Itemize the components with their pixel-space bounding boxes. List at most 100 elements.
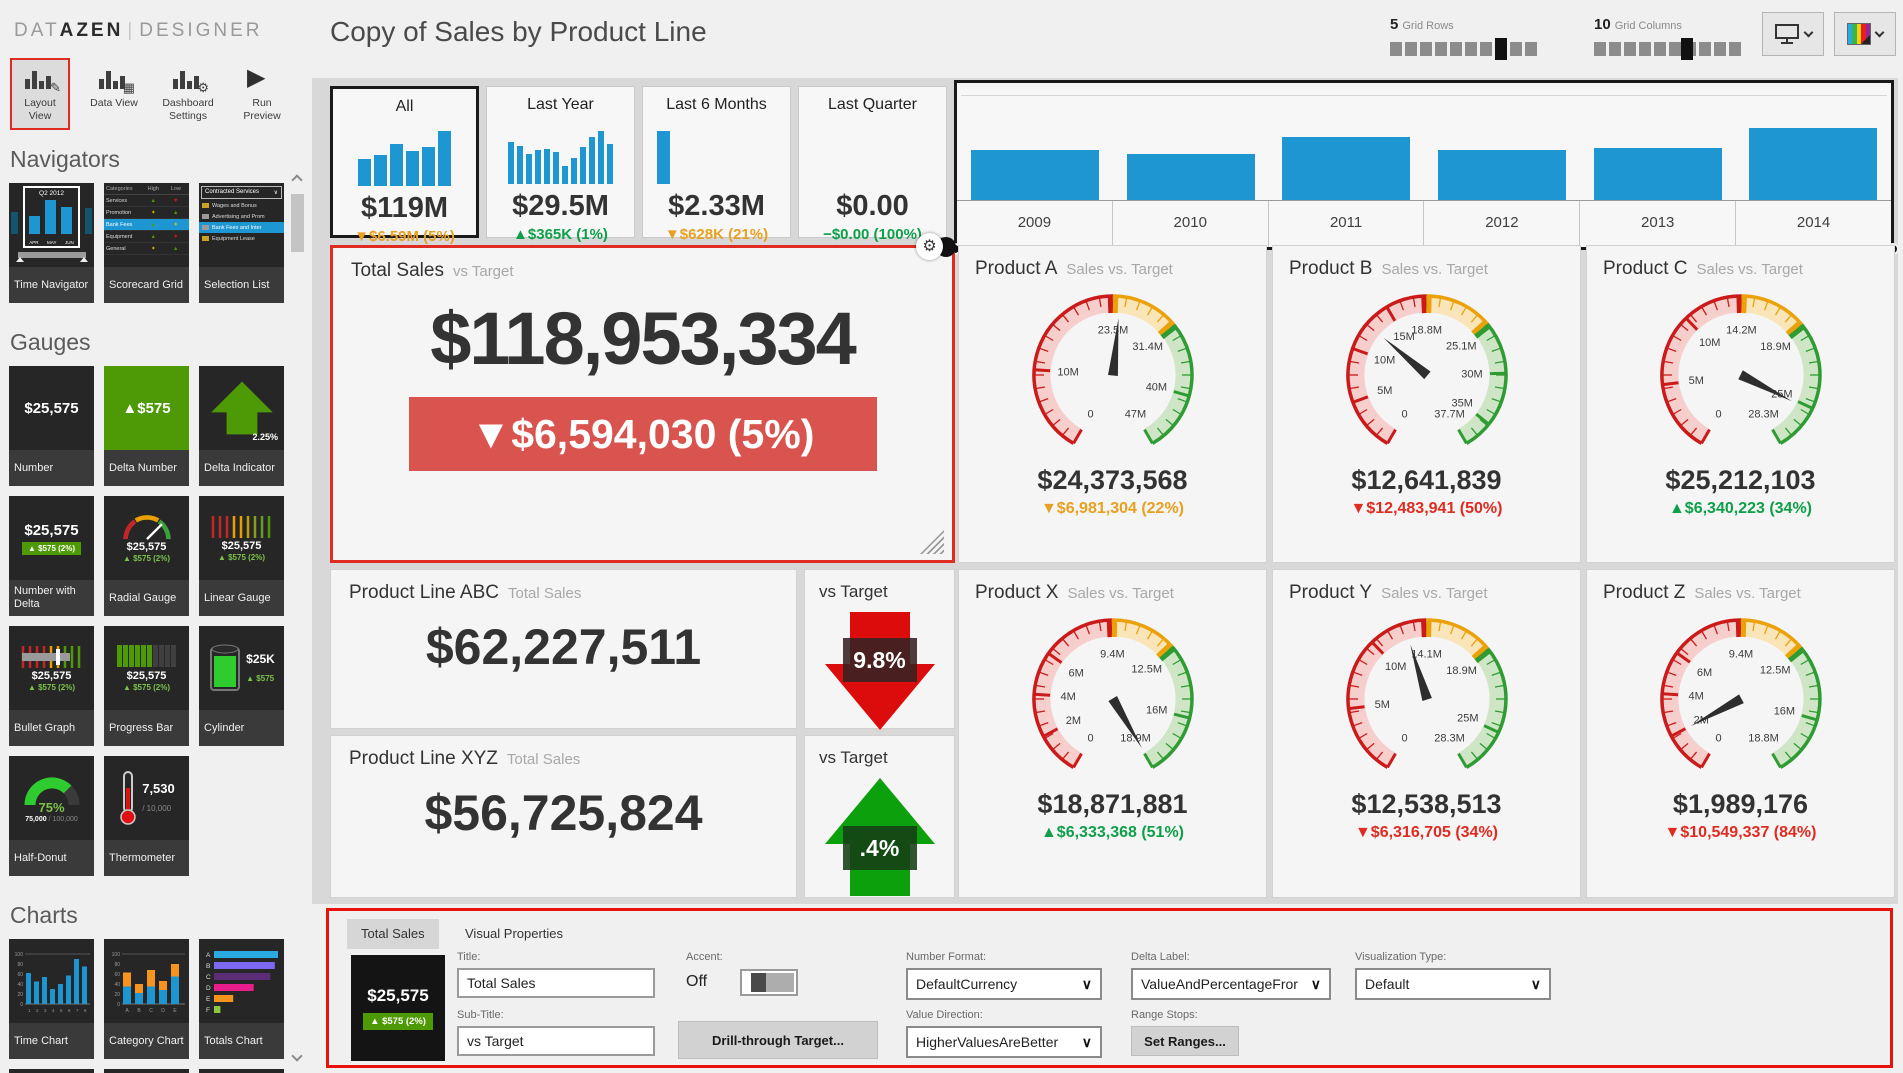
kpi-title: Total Sales [351,260,444,281]
sidebar-tile-label: Scorecard Grid [104,267,189,303]
svg-text:0: 0 [1087,733,1093,745]
number-format-label: Number Format: [906,951,987,963]
gauge-tile-product-x[interactable]: Product X Sales vs. Target 0 2M 4M 6M 9.4M 12.… [958,569,1267,898]
sidebar-tile-label: Time Chart [9,1023,94,1059]
svg-text:16M: 16M [1773,705,1794,717]
time-chart-plot [957,83,1891,200]
sidebar-tile-number[interactable]: $25,575 Number [9,366,94,486]
chart-bar-2011 [1268,83,1424,200]
product-line-abc-tile[interactable]: Product Line ABC Total Sales $62,227,511 [330,569,797,729]
svg-text:40: 40 [114,982,120,988]
tile-settings-gear[interactable]: ⚙ [916,233,956,261]
scroll-down-icon[interactable] [291,1050,303,1062]
tab-visual-properties[interactable]: Visual Properties [465,926,564,941]
sidebar-tile-number-with-delta[interactable]: $25,575 ▲ $575 (2%) Number with Delta [9,496,94,616]
svg-text:6M: 6M [1068,668,1083,680]
monitor-icon [1775,24,1799,44]
chart-bar-2009 [957,83,1113,200]
gauge-tile-product-a[interactable]: Product A Sales vs. Target 0 10M 23.5M 31.4M… [958,245,1267,563]
subtitle-input[interactable] [457,1026,655,1056]
grid-columns-slider-handle[interactable] [1681,38,1693,60]
svg-text:4M: 4M [1688,691,1703,703]
svg-text:B: B [206,963,210,970]
gauge-delta: ▼$10,549,337 (84%) [1664,824,1817,841]
sidebar-tile-scorecard-grid[interactable]: Categories High Low Services ▲ ▼ Promotion ✦ ▲ Ba… [104,183,189,303]
gauge-tile-product-b[interactable]: Product B Sales vs. Target 0 5M 10M 15M 18.8M… [1272,245,1581,563]
sidebar-scrollbar[interactable] [289,168,306,1066]
accent-toggle[interactable] [740,969,798,996]
sidebar-tile-bullet-graph[interactable]: $25,575 ▲ $575 (2%) Bullet Graph [9,626,94,746]
svg-text:A: A [206,952,211,959]
navigators-heading: Navigators [10,146,120,172]
time-chart-tile[interactable]: 2009 2010 2011 2012 2013 2014 [949,80,1899,255]
svg-text:0: 0 [117,1002,120,1008]
run-preview-button[interactable]: ▶ Run Preview [232,58,292,130]
value-direction-select[interactable]: HigherValuesAreBetter ∨ [906,1026,1102,1058]
grid-rows-slider-handle[interactable] [1495,38,1507,60]
sidebar-tile-thermometer[interactable]: 7,530/ 10,000 Thermometer [104,756,189,876]
sidebar-tile-label: Bullet Graph [9,710,94,746]
vs-target-down-tile[interactable]: vs Target 9.8% [804,569,955,730]
filter-value: $119M [360,192,449,224]
sidebar-tile-selection-list[interactable]: Contracted Services ∨ Wages and Bonus Adve… [199,183,284,303]
sidebar-tile-half-donut[interactable]: 75% 75,000 / 100,000 Half-Donut [9,756,94,876]
time-filter-last-year[interactable]: Last Year $29.5M ▲$365K (1%) [486,86,635,243]
number-format-select[interactable]: DefaultCurrency ∨ [906,968,1102,1000]
svg-text:14.1M: 14.1M [1411,649,1442,661]
svg-text:23.5M: 23.5M [1097,325,1128,337]
time-filter-last-6-months[interactable]: Last 6 Months $2.33M ▼$628K (21%) [642,86,791,243]
set-ranges-button[interactable]: Set Ranges... [1131,1026,1239,1056]
device-preview-dropdown[interactable] [1762,12,1824,56]
sidebar-tile-progress-bar[interactable]: $25,575 ▲ $575 (2%) Progress Bar [104,626,189,746]
resize-grip-icon[interactable] [920,530,944,554]
title-input[interactable] [457,968,655,998]
svg-text:18.9M: 18.9M [1760,341,1791,353]
subtitle-field-label: Sub-Title: [457,1009,504,1021]
dashboard-settings-button[interactable]: ⚙ Dashboard Settings [158,58,218,130]
progress-bar-preview: $25,575 ▲ $575 (2%) [104,626,189,710]
data-view-button[interactable]: ▦ Data View [84,58,144,130]
sidebar-tile-linear-gauge[interactable]: $25,575 ▲ $575 (2%) Linear Gauge [199,496,284,616]
filter-delta: ▲$365K (1%) [513,226,608,243]
grid-columns-slider[interactable] [1594,38,1744,60]
sidebar-tile-radial-gauge[interactable]: $25,575 ▲ $575 (2%) Radial Gauge [104,496,189,616]
time-filter-last-quarter[interactable]: Last Quarter $0.00 −$0.00 (100%) [798,86,947,243]
tab-total-sales[interactable]: Total Sales [347,919,439,949]
layout-view-button[interactable]: ✎ Layout View [10,58,70,130]
filter-label: Last Quarter [828,96,917,113]
grid-rows-label: Grid Rows [1402,20,1454,32]
sidebar-tile-time-navigator[interactable]: Q2 2012 APR MAY JUN Time Navigator [9,183,94,303]
vs-target-value: 9.8% [842,638,917,682]
sidebar-tile-cylinder[interactable]: $25K ▲ $575 Cylinder [199,626,284,746]
product-line-xyz-tile[interactable]: Product Line XYZ Total Sales $56,725,824 [330,735,797,898]
scroll-up-icon[interactable] [291,174,303,186]
sidebar-tile-time-chart[interactable]: 100 80 60 40 20 0 1 2 3 4 5 6 7 8 Time Chart [9,939,94,1059]
drill-through-button[interactable]: Drill-through Target... [678,1021,878,1059]
sidebar-tile-delta-number[interactable]: ▲$575 Delta Number [104,366,189,486]
chevron-down-icon: ∨ [1081,1033,1092,1050]
grid-columns-label: Grid Columns [1614,20,1682,32]
scrollbar-thumb[interactable] [291,194,304,252]
total-sales-kpi-tile[interactable]: Total Sales vs Target $118,953,334 ▼$6,59… [330,233,956,563]
svg-text:6M: 6M [1696,667,1711,679]
delta-label-select[interactable]: ValueAndPercentageFror ∨ [1131,968,1331,1000]
chart-bar-2014 [1735,83,1891,200]
sidebar-tile-category-chart[interactable]: A B C D E 100 80 60 40 20 0 Category Chart [104,939,189,1059]
filter-mini-chart [487,122,634,184]
grid-rows-slider[interactable] [1390,38,1540,60]
svg-text:10M: 10M [1384,661,1405,673]
visualization-type-select[interactable]: Default ∨ [1355,968,1551,1000]
gauge-tile-product-y[interactable]: Product Y Sales vs. Target 0 5M 10M 14.1M 18.… [1272,569,1581,898]
vs-target-up-tile[interactable]: vs Target .4% [804,735,955,898]
time-filter-all[interactable]: All $119M ▼$6.59M (5%) [330,86,479,245]
filter-value: $0.00 [836,190,909,222]
component-sidebar: DATAZEN | DESIGNER ✎ Layout View ▦ Data Vi… [0,0,308,1073]
svg-text:0: 0 [1087,409,1093,421]
svg-text:3: 3 [44,1008,47,1013]
sidebar-tile-delta-indicator[interactable]: 2.25% Delta Indicator [199,366,284,486]
gauge-tile-product-c[interactable]: Product C Sales vs. Target 0 5M 10M 14.2M 18.… [1586,245,1895,563]
color-theme-dropdown[interactable] [1834,12,1896,56]
